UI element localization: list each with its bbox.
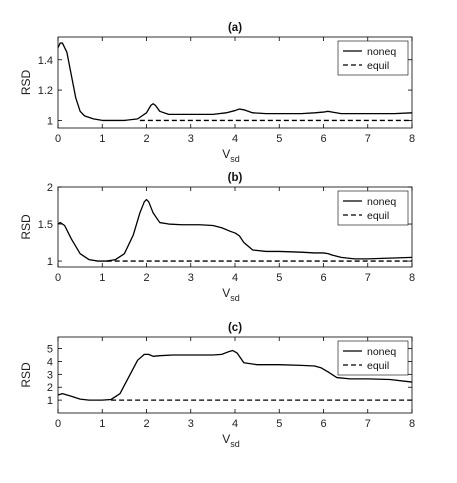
series-line-noneq bbox=[57, 42, 413, 122]
x-tick-label: 1 bbox=[99, 272, 105, 284]
x-tick-label: 0 bbox=[55, 133, 61, 145]
x-tick-label: 0 bbox=[55, 272, 61, 284]
legend-label-noneq: noneq bbox=[367, 196, 396, 208]
y-tick-label: 2 bbox=[47, 182, 53, 194]
x-axis-label-subscript: sd bbox=[230, 293, 240, 303]
x-tick-label: 8 bbox=[409, 418, 415, 430]
panel-title: (c) bbox=[228, 322, 242, 334]
x-tick-label: 6 bbox=[320, 418, 326, 430]
legend-label-noneq: noneq bbox=[367, 46, 396, 58]
y-tick-label: 5 bbox=[47, 344, 53, 356]
x-axis-label-subscript: sd bbox=[230, 439, 240, 449]
x-tick-label: 6 bbox=[320, 272, 326, 284]
y-tick-label: 1.5 bbox=[38, 219, 53, 231]
y-tick-label: 3 bbox=[47, 369, 53, 381]
x-tick-label: 1 bbox=[99, 133, 105, 145]
x-tick-label: 6 bbox=[320, 133, 326, 145]
y-tick-label: 1 bbox=[47, 256, 53, 268]
x-tick-label: 2 bbox=[143, 418, 149, 430]
x-tick-label: 7 bbox=[365, 418, 371, 430]
y-tick-label: 1 bbox=[47, 115, 53, 127]
x-axis-label: Vsd bbox=[222, 147, 240, 164]
legend-label-equil: equil bbox=[367, 60, 389, 72]
x-axis-label: Vsd bbox=[222, 432, 240, 449]
legend-label-noneq: noneq bbox=[367, 346, 396, 358]
y-tick-label: 2 bbox=[47, 382, 53, 394]
x-tick-label: 3 bbox=[188, 133, 194, 145]
y-axis-label: RSD bbox=[19, 214, 33, 240]
y-tick-label: 1.4 bbox=[38, 55, 53, 67]
x-tick-label: 4 bbox=[232, 133, 238, 145]
legend: noneq equil bbox=[337, 190, 409, 226]
y-axis-label: RSD bbox=[19, 70, 33, 96]
x-tick-label: 4 bbox=[232, 272, 238, 284]
legend-box bbox=[337, 40, 409, 76]
panel-title: (a) bbox=[228, 22, 242, 34]
legend-box bbox=[337, 190, 409, 226]
legend-label-equil: equil bbox=[367, 210, 389, 222]
series-line-noneq bbox=[57, 198, 413, 262]
x-tick-label: 2 bbox=[143, 133, 149, 145]
x-tick-label: 1 bbox=[99, 418, 105, 430]
x-tick-label: 5 bbox=[276, 418, 282, 430]
y-axis-label: RSD bbox=[19, 362, 33, 388]
legend-label-equil: equil bbox=[367, 360, 389, 372]
x-axis-label: Vsd bbox=[222, 286, 240, 303]
x-tick-label: 8 bbox=[409, 133, 415, 145]
x-tick-label: 3 bbox=[188, 418, 194, 430]
panel-title: (b) bbox=[228, 172, 243, 184]
x-tick-label: 5 bbox=[276, 133, 282, 145]
x-tick-label: 7 bbox=[365, 133, 371, 145]
legend-box bbox=[337, 340, 409, 376]
x-tick-label: 7 bbox=[365, 272, 371, 284]
legend: noneq equil bbox=[337, 340, 409, 376]
x-axis-label-subscript: sd bbox=[230, 154, 240, 164]
x-tick-label: 5 bbox=[276, 272, 282, 284]
x-tick-label: 0 bbox=[55, 418, 61, 430]
x-tick-label: 8 bbox=[409, 272, 415, 284]
x-tick-label: 3 bbox=[188, 272, 194, 284]
legend: noneq equil bbox=[337, 40, 409, 76]
y-tick-label: 1 bbox=[47, 395, 53, 407]
y-tick-label: 4 bbox=[47, 356, 53, 368]
series-line-noneq bbox=[57, 349, 413, 401]
y-tick-label: 1.2 bbox=[38, 85, 53, 97]
x-tick-label: 4 bbox=[232, 418, 238, 430]
x-tick-label: 2 bbox=[143, 272, 149, 284]
